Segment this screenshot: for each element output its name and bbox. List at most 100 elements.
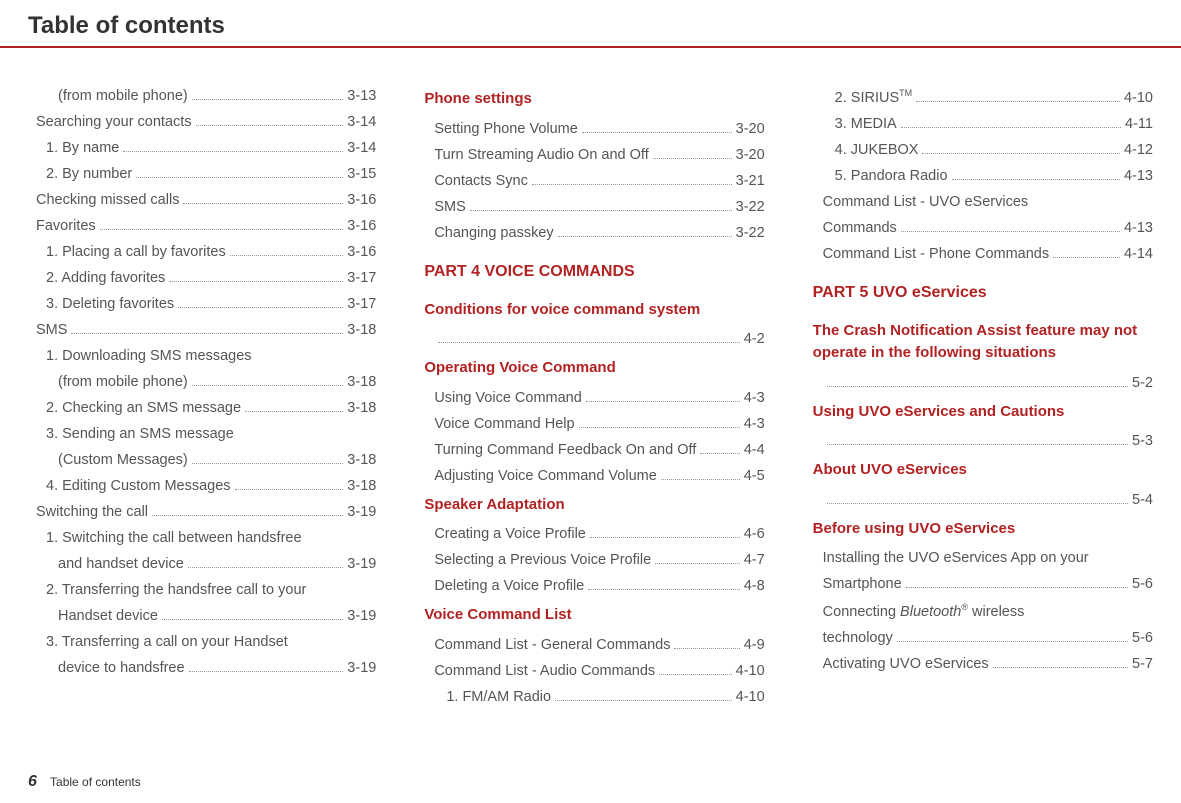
toc-page: 4-13 [1124, 168, 1153, 184]
toc-label: 2. SIRIUSTM [835, 88, 912, 106]
toc-column-1: (from mobile phone)3-13Searching your co… [36, 88, 376, 715]
toc-label: Turning Command Feedback On and Off [434, 442, 696, 458]
page-footer: 6 Table of contents [28, 773, 141, 791]
toc-label: 4. Editing Custom Messages [46, 478, 231, 494]
toc-page: 3-22 [736, 225, 765, 241]
toc-entry: 1. FM/AM Radio4-10 [424, 689, 764, 705]
toc-entry: Command List - Audio Commands 4-10 [424, 663, 764, 679]
toc-label: SMS [434, 199, 465, 215]
toc-page: 5-6 [1132, 630, 1153, 646]
toc-entry: Installing the UVO eServices App on your [813, 550, 1153, 566]
toc-label: 1. Placing a call by favorites [46, 244, 226, 260]
toc-label: Favorites [36, 218, 96, 234]
toc-leader [588, 589, 739, 590]
toc-section-heading: The Crash Notification Assist feature ma… [813, 320, 1153, 365]
toc-label: Searching your contacts [36, 114, 192, 130]
page-header: Table of contents [0, 0, 1181, 46]
toc-page: 3-20 [736, 121, 765, 137]
toc-page: 4-3 [744, 416, 765, 432]
toc-page: 4-14 [1124, 246, 1153, 262]
toc-label: Deleting a Voice Profile [434, 578, 584, 594]
toc-label: Creating a Voice Profile [434, 526, 586, 542]
toc-page: 5-4 [1132, 492, 1153, 508]
toc-entry: 3. Sending an SMS message [36, 426, 376, 442]
toc-entry: 1. Downloading SMS messages [36, 348, 376, 364]
toc-leader [558, 236, 732, 237]
toc-label: 2. Adding favorites [46, 270, 165, 286]
toc-label: SMS [36, 322, 67, 338]
toc-page: 4-13 [1124, 220, 1153, 236]
toc-page: 4-10 [736, 663, 765, 679]
toc-page: 3-14 [347, 140, 376, 156]
toc-entry: 4-2 [424, 331, 764, 347]
toc-label: device to handsfree [58, 660, 185, 676]
toc-leader [655, 563, 740, 564]
toc-page: 4-6 [744, 526, 765, 542]
toc-leader [827, 386, 1128, 387]
toc-label: 1. Downloading SMS messages [46, 348, 252, 364]
toc-label: Command List - Audio Commands [434, 663, 655, 679]
toc-label: Checking missed calls [36, 192, 179, 208]
toc-entry: Selecting a Previous Voice Profile4-7 [424, 552, 764, 568]
toc-section-heading: Operating Voice Command [424, 357, 764, 380]
toc-page: 4-10 [736, 689, 765, 705]
title-rule [0, 46, 1181, 48]
toc-page: 3-16 [347, 192, 376, 208]
toc-page: 3-18 [347, 374, 376, 390]
toc-leader [192, 385, 344, 386]
toc-leader [555, 700, 732, 701]
toc-leader [152, 515, 343, 516]
toc-entry: Using Voice Command4-3 [424, 390, 764, 406]
toc-entry: 5-3 [813, 433, 1153, 449]
toc-entry: Command List - Phone Commands4-14 [813, 246, 1153, 262]
toc-leader [590, 537, 740, 538]
toc-entry: Adjusting Voice Command Volume4-5 [424, 468, 764, 484]
toc-leader [178, 307, 343, 308]
toc-entry: Searching your contacts3-14 [36, 114, 376, 130]
toc-page: 3-19 [347, 556, 376, 572]
toc-label: Voice Command Help [434, 416, 574, 432]
toc-page: 4-4 [744, 442, 765, 458]
toc-page: 3-17 [347, 270, 376, 286]
toc-label: and handset device [58, 556, 184, 572]
toc-label: Activating UVO eServices [823, 656, 989, 672]
toc-page: 3-19 [347, 660, 376, 676]
toc-label: Selecting a Previous Voice Profile [434, 552, 651, 568]
toc-page: 3-13 [347, 88, 376, 104]
toc-label: 3. Transferring a call on your Handset [46, 634, 288, 650]
toc-label: Commands [823, 220, 897, 236]
toc-entry: 2. SIRIUSTM4-10 [813, 88, 1153, 106]
toc-entry: technology 5-6 [813, 630, 1153, 646]
toc-leader [192, 99, 344, 100]
toc-page: 5-6 [1132, 576, 1153, 592]
toc-leader [906, 587, 1128, 588]
toc-entry: 5. Pandora Radio4-13 [813, 168, 1153, 184]
toc-entry: 2. By number3-15 [36, 166, 376, 182]
toc-entry: (Custom Messages)3-18 [36, 452, 376, 468]
toc-label: technology [823, 630, 893, 646]
toc-entry: Command List - General Commands4-9 [424, 637, 764, 653]
toc-leader [230, 255, 344, 256]
toc-column-2: Phone settingsSetting Phone Volume3-20Tu… [424, 88, 764, 715]
toc-entry: Turning Command Feedback On and Off 4-4 [424, 442, 764, 458]
toc-label: Handset device [58, 608, 158, 624]
toc-entry: 4. Editing Custom Messages3-18 [36, 478, 376, 494]
toc-page: 4-3 [744, 390, 765, 406]
toc-label: Setting Phone Volume [434, 121, 578, 137]
toc-entry: 2. Adding favorites 3-17 [36, 270, 376, 286]
toc-leader [674, 648, 739, 649]
toc-page: 5-3 [1132, 433, 1153, 449]
toc-leader [245, 411, 343, 412]
toc-entry: Creating a Voice Profile 4-6 [424, 526, 764, 542]
toc-leader [470, 210, 732, 211]
toc-label: Installing the UVO eServices App on your [823, 550, 1089, 566]
toc-label: Command List - General Commands [434, 637, 670, 653]
toc-page: 3-18 [347, 452, 376, 468]
footer-page-number: 6 [28, 773, 37, 790]
toc-entry: Handset device3-19 [36, 608, 376, 624]
toc-entry: Command List - UVO eServices [813, 194, 1153, 210]
toc-label: 1. Switching the call between handsfree [46, 530, 302, 546]
toc-leader [897, 641, 1128, 642]
toc-entry: Setting Phone Volume 3-20 [424, 121, 764, 137]
toc-page: 4-8 [744, 578, 765, 594]
